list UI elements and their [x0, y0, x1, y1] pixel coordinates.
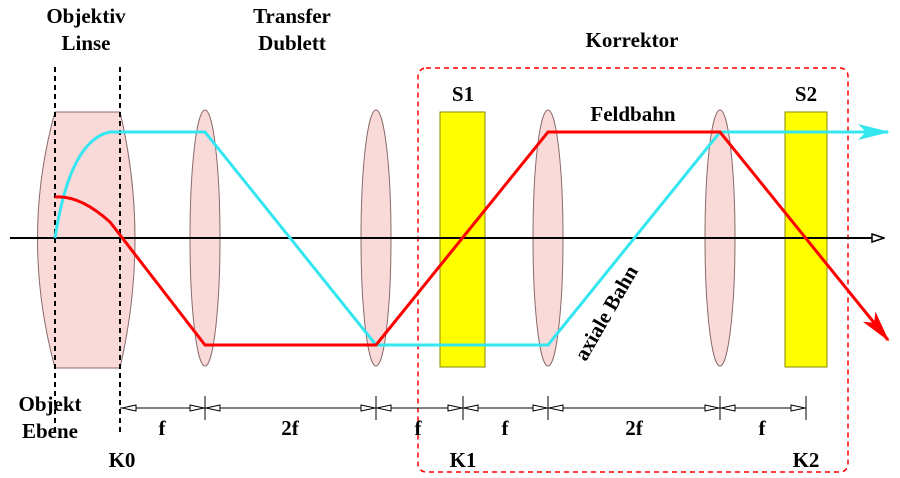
- dimension-label: 2f: [281, 416, 300, 440]
- corrector-box: [417, 67, 849, 473]
- label: K1: [450, 448, 477, 472]
- label: K2: [793, 448, 820, 472]
- dimension-label: f: [502, 416, 510, 440]
- label: Objektiv: [46, 4, 126, 28]
- label: Dublett: [258, 31, 326, 55]
- dimension-label: f: [759, 416, 767, 440]
- dimension-label: f: [415, 416, 423, 440]
- label: Transfer: [253, 4, 331, 28]
- label: Ebene: [22, 419, 78, 443]
- label: Linse: [61, 31, 110, 55]
- label: Korrektor: [586, 28, 679, 52]
- label: S1: [452, 82, 474, 106]
- label: Feldbahn: [590, 102, 676, 126]
- label: S2: [795, 82, 817, 106]
- label: Objekt: [19, 392, 82, 416]
- axial-ray: [53, 124, 890, 347]
- label: axiale Bahn: [569, 261, 643, 365]
- label: K0: [109, 448, 136, 472]
- field-ray: [54, 130, 890, 347]
- dimension-label: 2f: [625, 416, 644, 440]
- dimension-label: f: [159, 416, 167, 440]
